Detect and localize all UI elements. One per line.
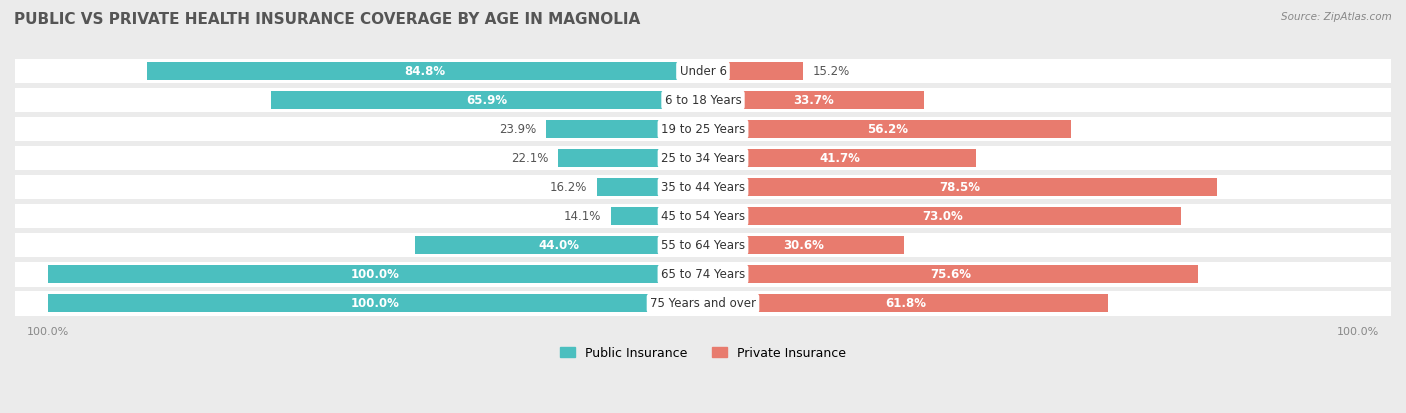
Bar: [703, 207, 1181, 225]
Text: 45 to 54 Years: 45 to 54 Years: [661, 210, 745, 223]
Text: 75.6%: 75.6%: [931, 268, 972, 281]
Bar: [703, 265, 1198, 283]
Legend: Public Insurance, Private Insurance: Public Insurance, Private Insurance: [555, 342, 851, 365]
Text: 22.1%: 22.1%: [510, 152, 548, 165]
Bar: [15, 204, 1391, 228]
Text: 44.0%: 44.0%: [538, 239, 579, 252]
Bar: [15, 146, 1391, 170]
Bar: [15, 262, 1391, 287]
Bar: [703, 62, 803, 80]
Bar: [703, 149, 976, 167]
Text: 65.9%: 65.9%: [467, 94, 508, 107]
Text: Under 6: Under 6: [679, 64, 727, 78]
Bar: [15, 59, 1391, 83]
Bar: [415, 236, 703, 254]
Text: 23.9%: 23.9%: [499, 123, 537, 135]
Bar: [48, 265, 703, 283]
Bar: [48, 294, 703, 312]
Text: 56.2%: 56.2%: [866, 123, 908, 135]
Bar: [271, 91, 703, 109]
Text: 6 to 18 Years: 6 to 18 Years: [665, 94, 741, 107]
Text: 65 to 74 Years: 65 to 74 Years: [661, 268, 745, 281]
Text: 25 to 34 Years: 25 to 34 Years: [661, 152, 745, 165]
Text: Source: ZipAtlas.com: Source: ZipAtlas.com: [1281, 12, 1392, 22]
Text: 61.8%: 61.8%: [884, 297, 927, 310]
Bar: [610, 207, 703, 225]
Text: PUBLIC VS PRIVATE HEALTH INSURANCE COVERAGE BY AGE IN MAGNOLIA: PUBLIC VS PRIVATE HEALTH INSURANCE COVER…: [14, 12, 640, 27]
Text: 84.8%: 84.8%: [405, 64, 446, 78]
Bar: [15, 117, 1391, 141]
Bar: [703, 91, 924, 109]
Text: 35 to 44 Years: 35 to 44 Years: [661, 181, 745, 194]
Bar: [558, 149, 703, 167]
Bar: [703, 178, 1218, 196]
Bar: [703, 294, 1108, 312]
Bar: [148, 62, 703, 80]
Bar: [547, 120, 703, 138]
Text: 19 to 25 Years: 19 to 25 Years: [661, 123, 745, 135]
Text: 100.0%: 100.0%: [352, 297, 399, 310]
Text: 33.7%: 33.7%: [793, 94, 834, 107]
Text: 30.6%: 30.6%: [783, 239, 824, 252]
Text: 73.0%: 73.0%: [922, 210, 963, 223]
Bar: [15, 175, 1391, 199]
Bar: [703, 120, 1071, 138]
Text: 15.2%: 15.2%: [813, 64, 849, 78]
Bar: [15, 88, 1391, 112]
Text: 16.2%: 16.2%: [550, 181, 588, 194]
Text: 14.1%: 14.1%: [564, 210, 600, 223]
Text: 41.7%: 41.7%: [820, 152, 860, 165]
Text: 55 to 64 Years: 55 to 64 Years: [661, 239, 745, 252]
Bar: [15, 233, 1391, 257]
Text: 78.5%: 78.5%: [939, 181, 980, 194]
Bar: [15, 291, 1391, 316]
Text: 100.0%: 100.0%: [352, 268, 399, 281]
Bar: [598, 178, 703, 196]
Text: 75 Years and over: 75 Years and over: [650, 297, 756, 310]
Bar: [703, 236, 904, 254]
